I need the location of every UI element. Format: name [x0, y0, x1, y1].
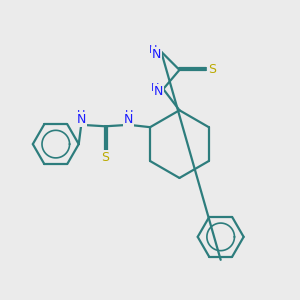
Text: H: H: [125, 110, 133, 120]
Text: H: H: [77, 110, 86, 120]
Text: S: S: [208, 63, 216, 76]
Text: H: H: [151, 82, 159, 93]
Text: N: N: [124, 113, 134, 126]
Text: S: S: [101, 151, 110, 164]
Text: H: H: [149, 45, 157, 55]
Text: N: N: [154, 85, 164, 98]
Text: N: N: [76, 113, 86, 126]
Text: N: N: [152, 47, 161, 61]
